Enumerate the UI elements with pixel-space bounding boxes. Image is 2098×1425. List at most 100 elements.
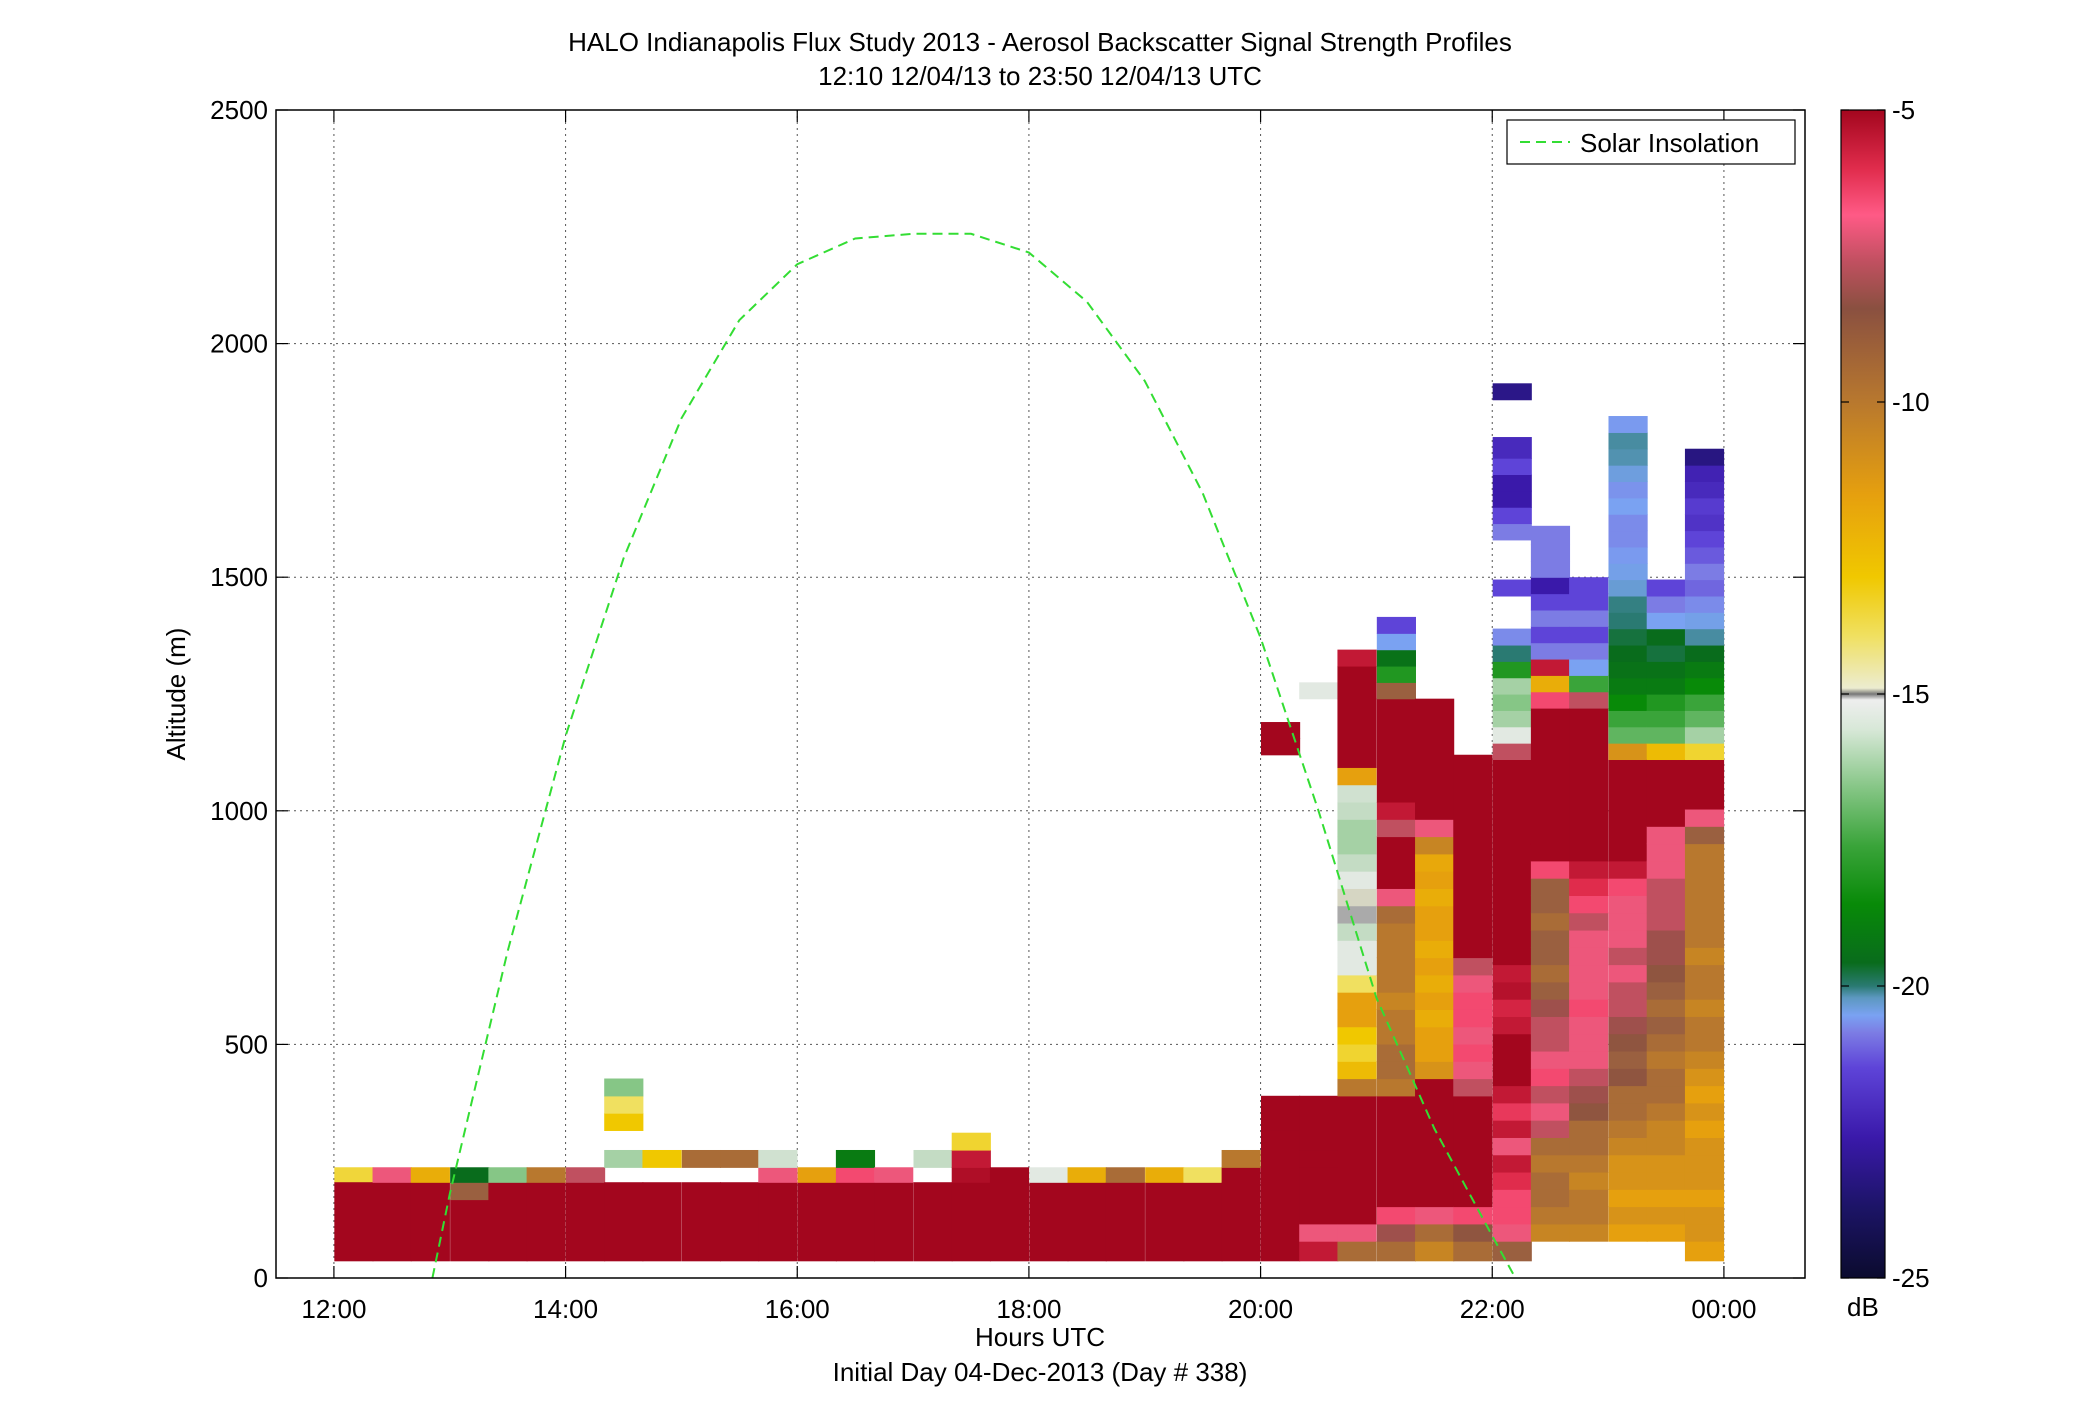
heatmap-cell [1608, 563, 1648, 581]
heatmap-cell [604, 1182, 644, 1262]
heatmap-cell [1415, 974, 1455, 993]
heatmap-cell [1337, 1009, 1377, 1028]
heatmap-cell [1415, 905, 1455, 924]
heatmap-cell [1530, 860, 1571, 879]
heatmap-cell [1608, 579, 1648, 597]
heatmap-cells [334, 383, 1725, 1262]
heatmap-cell [1646, 999, 1686, 1017]
heatmap-cell [1684, 1050, 1725, 1069]
heatmap-cell [720, 1149, 760, 1168]
heatmap-cell [1299, 1241, 1339, 1262]
x-tick-label: 18:00 [996, 1294, 1061, 1324]
heatmap-cell [1415, 992, 1455, 1010]
heatmap-cell [1569, 1033, 1609, 1052]
colorbar-tick-label: -10 [1892, 387, 1930, 417]
heatmap-cell [874, 1167, 914, 1183]
heatmap-cell [1530, 843, 1571, 862]
heatmap-cell [1646, 1068, 1686, 1087]
heatmap-cell [1337, 649, 1377, 667]
heatmap-cell [1569, 895, 1609, 914]
x-tick-label: 12:00 [301, 1294, 366, 1324]
heatmap-cell [1299, 1095, 1339, 1151]
heatmap-cell [604, 1149, 644, 1168]
heatmap-cell [1608, 481, 1648, 499]
heatmap-cell [1105, 1182, 1145, 1262]
heatmap-cell [1646, 1033, 1686, 1052]
heatmap-cell [1415, 888, 1455, 907]
heatmap-cell [1608, 710, 1648, 728]
heatmap-cell [989, 1167, 1030, 1183]
heatmap-cell [1646, 759, 1686, 827]
grid [276, 110, 1805, 1278]
heatmap-cell [1337, 819, 1377, 838]
heatmap-cell [1684, 947, 1725, 966]
heatmap-cell [1608, 546, 1648, 564]
heatmap-cell [1376, 649, 1416, 667]
heatmap-cell [1530, 1137, 1571, 1156]
heatmap-cell [1337, 1061, 1377, 1080]
heatmap-cell [1646, 1085, 1686, 1104]
heatmap-cell [526, 1167, 566, 1183]
heatmap-cell [1183, 1182, 1223, 1262]
heatmap-cell [1646, 1102, 1686, 1121]
heatmap-cell [1453, 1009, 1493, 1028]
heatmap-cell [1608, 612, 1648, 630]
heatmap-cell [1260, 1130, 1301, 1183]
heatmap-cell [1492, 1085, 1532, 1104]
heatmap-cell [1530, 544, 1571, 562]
colorbar-tick-label: -5 [1892, 95, 1915, 125]
heatmap-cell [1684, 860, 1725, 879]
heatmap-cell [1492, 1016, 1532, 1035]
heatmap-cell [1684, 964, 1725, 983]
heatmap-cell [1684, 929, 1725, 948]
heatmap-cell [1569, 691, 1609, 709]
heatmap-cell [1684, 895, 1725, 914]
heatmap-cell [1530, 560, 1571, 578]
heatmap-cell [1608, 1171, 1648, 1190]
heatmap-cell [1337, 905, 1377, 924]
heatmap-cell [1646, 1154, 1686, 1173]
axis-ticks [276, 109, 1805, 1279]
heatmap-cell [1646, 595, 1686, 613]
heatmap-cell [1453, 754, 1493, 959]
heatmap-cell [1608, 895, 1648, 914]
heatmap-cell [1453, 1095, 1493, 1208]
footer-initial-day: Initial Day 04-Dec-2013 (Day # 338) [833, 1357, 1248, 1387]
heatmap-cell [1492, 677, 1532, 695]
heatmap-cell [1415, 1241, 1455, 1262]
heatmap-cell [1337, 801, 1377, 820]
heatmap-cell [1684, 546, 1725, 564]
plot-frame [275, 109, 1806, 1279]
heatmap-cell [1376, 633, 1416, 651]
heatmap-cell [1492, 1068, 1532, 1087]
heatmap-cell [1337, 853, 1377, 872]
heatmap-cell [1646, 743, 1686, 761]
heatmap-cell [1684, 448, 1725, 466]
heatmap-cell [1415, 1061, 1455, 1080]
heatmap-cell [951, 1149, 991, 1168]
heatmap-cell [1684, 481, 1725, 499]
heatmap-cell [951, 1167, 991, 1183]
heatmap-cell [1530, 691, 1571, 709]
heatmap-cell [1260, 1182, 1301, 1262]
heatmap-cell [1608, 964, 1648, 983]
heatmap-cell [1608, 929, 1648, 948]
y-tick-label: 0 [254, 1263, 268, 1293]
heatmap-cell [1569, 1154, 1609, 1173]
heatmap-cell [1415, 1206, 1455, 1225]
heatmap-cell [1608, 1085, 1648, 1104]
heatmap-cell [1569, 1171, 1609, 1190]
heatmap-cell [1530, 878, 1571, 896]
heatmap-cell [642, 1149, 682, 1168]
heatmap-cell [1492, 661, 1532, 679]
heatmap-cell [1684, 694, 1725, 711]
heatmap-cell [1569, 929, 1609, 948]
heatmap-cell [642, 1182, 682, 1262]
heatmap-cell [1608, 416, 1648, 433]
heatmap-cell [1569, 1068, 1609, 1087]
heatmap-cell [1492, 437, 1532, 459]
heatmap-cell [1492, 523, 1532, 541]
heatmap-cell [372, 1182, 412, 1262]
heatmap-cell [1492, 1154, 1532, 1173]
